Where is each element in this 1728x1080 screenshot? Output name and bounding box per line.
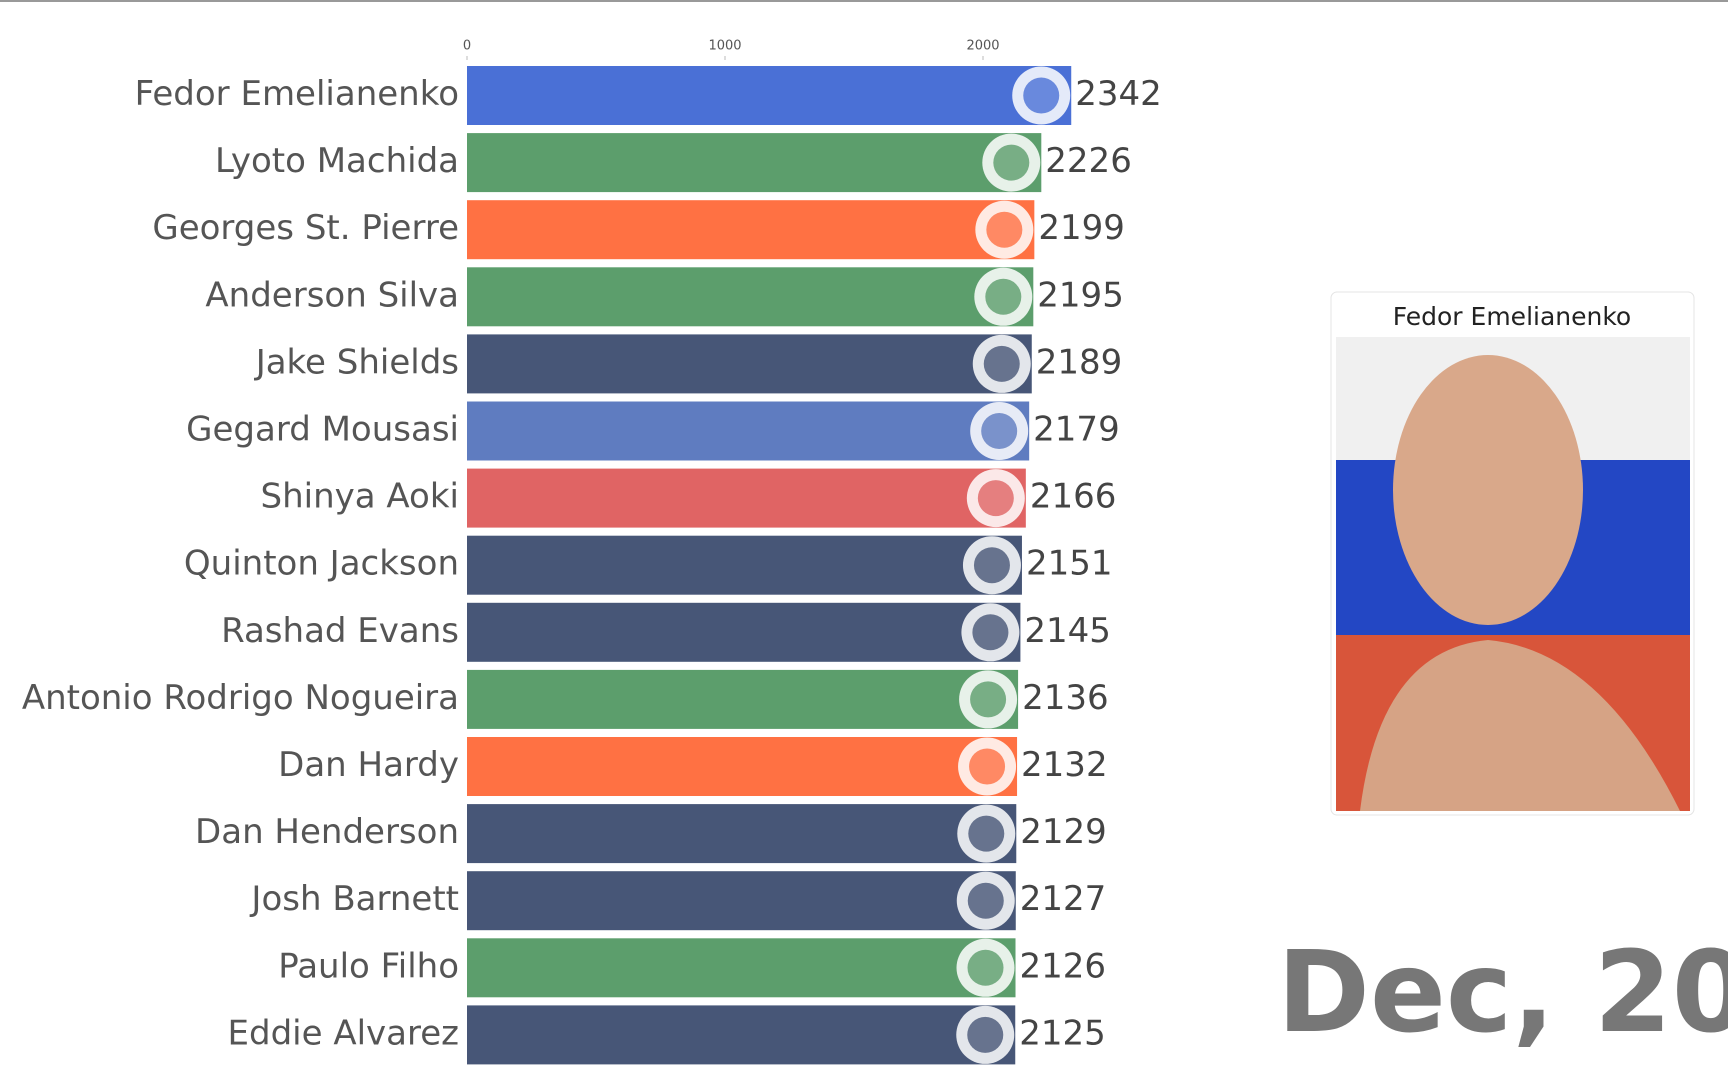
value-label: 2126	[1020, 946, 1107, 986]
top-border	[0, 0, 1728, 2]
bar-label: Jake Shields	[254, 342, 459, 382]
flag-inner	[967, 1016, 1004, 1053]
bar	[467, 267, 1034, 327]
flag-inner	[970, 681, 1007, 718]
value-label: 2342	[1075, 74, 1162, 114]
value-label: 2179	[1033, 410, 1120, 450]
flag-inner	[968, 815, 1005, 852]
flag-inner	[977, 480, 1014, 517]
card-title: Fedor Emelianenko	[1393, 302, 1631, 331]
value-label: 2125	[1019, 1013, 1106, 1053]
bar-label: Gegard Mousasi	[186, 410, 459, 450]
bar	[467, 133, 1042, 193]
value-label: 2151	[1026, 544, 1113, 584]
bar-label: Lyoto Machida	[215, 141, 459, 181]
bar	[467, 334, 1032, 394]
photo-head	[1393, 355, 1583, 625]
flag-inner	[985, 278, 1022, 315]
bar-label: Fedor Emelianenko	[135, 74, 459, 114]
bar-label: Anderson Silva	[205, 275, 459, 315]
bar	[467, 401, 1030, 461]
value-label: 2199	[1038, 208, 1125, 248]
value-label: 2136	[1022, 678, 1109, 718]
bar	[467, 602, 1021, 662]
x-tick-label: 0	[463, 39, 471, 54]
bar	[467, 804, 1017, 864]
value-label: 2127	[1020, 879, 1107, 919]
profile-card: Fedor Emelianenko	[1330, 291, 1695, 816]
date-label: Dec, 200	[1277, 928, 1728, 1058]
value-label: 2129	[1020, 812, 1107, 852]
photo-body	[1360, 640, 1680, 811]
flag-inner	[967, 882, 1004, 919]
bar	[467, 535, 1022, 595]
bar	[467, 1005, 1016, 1065]
flag-inner	[981, 413, 1018, 449]
bar-label: Shinya Aoki	[261, 477, 460, 517]
bar-label: Dan Hardy	[278, 745, 459, 785]
flag-inner	[986, 211, 1023, 248]
flag-inner	[969, 748, 1006, 785]
bar-label: Dan Henderson	[195, 812, 459, 852]
flag-inner	[993, 144, 1030, 181]
value-label: 2189	[1036, 342, 1123, 382]
bar-label: Eddie Alvarez	[228, 1013, 459, 1053]
bar-label: Quinton Jackson	[184, 544, 459, 584]
value-label: 2132	[1021, 745, 1108, 785]
bar	[467, 871, 1016, 931]
flag-inner	[967, 949, 1004, 986]
bar	[467, 200, 1035, 260]
bar	[467, 737, 1018, 796]
bar	[467, 468, 1026, 528]
value-label: 2145	[1024, 611, 1111, 651]
x-tick-label: 1000	[708, 39, 741, 54]
value-label: 2195	[1037, 275, 1124, 315]
bar	[467, 938, 1016, 998]
bar	[467, 66, 1072, 125]
value-label: 2226	[1045, 141, 1132, 181]
bar-label: Antonio Rodrigo Nogueira	[22, 678, 459, 718]
flag-inner	[972, 614, 1009, 651]
flag-inner	[1023, 77, 1060, 114]
bar	[467, 669, 1019, 729]
bar-label: Rashad Evans	[221, 611, 459, 651]
bar-label: Josh Barnett	[249, 879, 459, 919]
flag-inner	[983, 345, 1020, 382]
x-tick-label: 2000	[966, 39, 999, 54]
flag-inner	[973, 547, 1010, 584]
value-label: 2166	[1030, 477, 1117, 517]
bar-label: Georges St. Pierre	[152, 208, 459, 248]
bar-label: Paulo Filho	[278, 946, 459, 986]
